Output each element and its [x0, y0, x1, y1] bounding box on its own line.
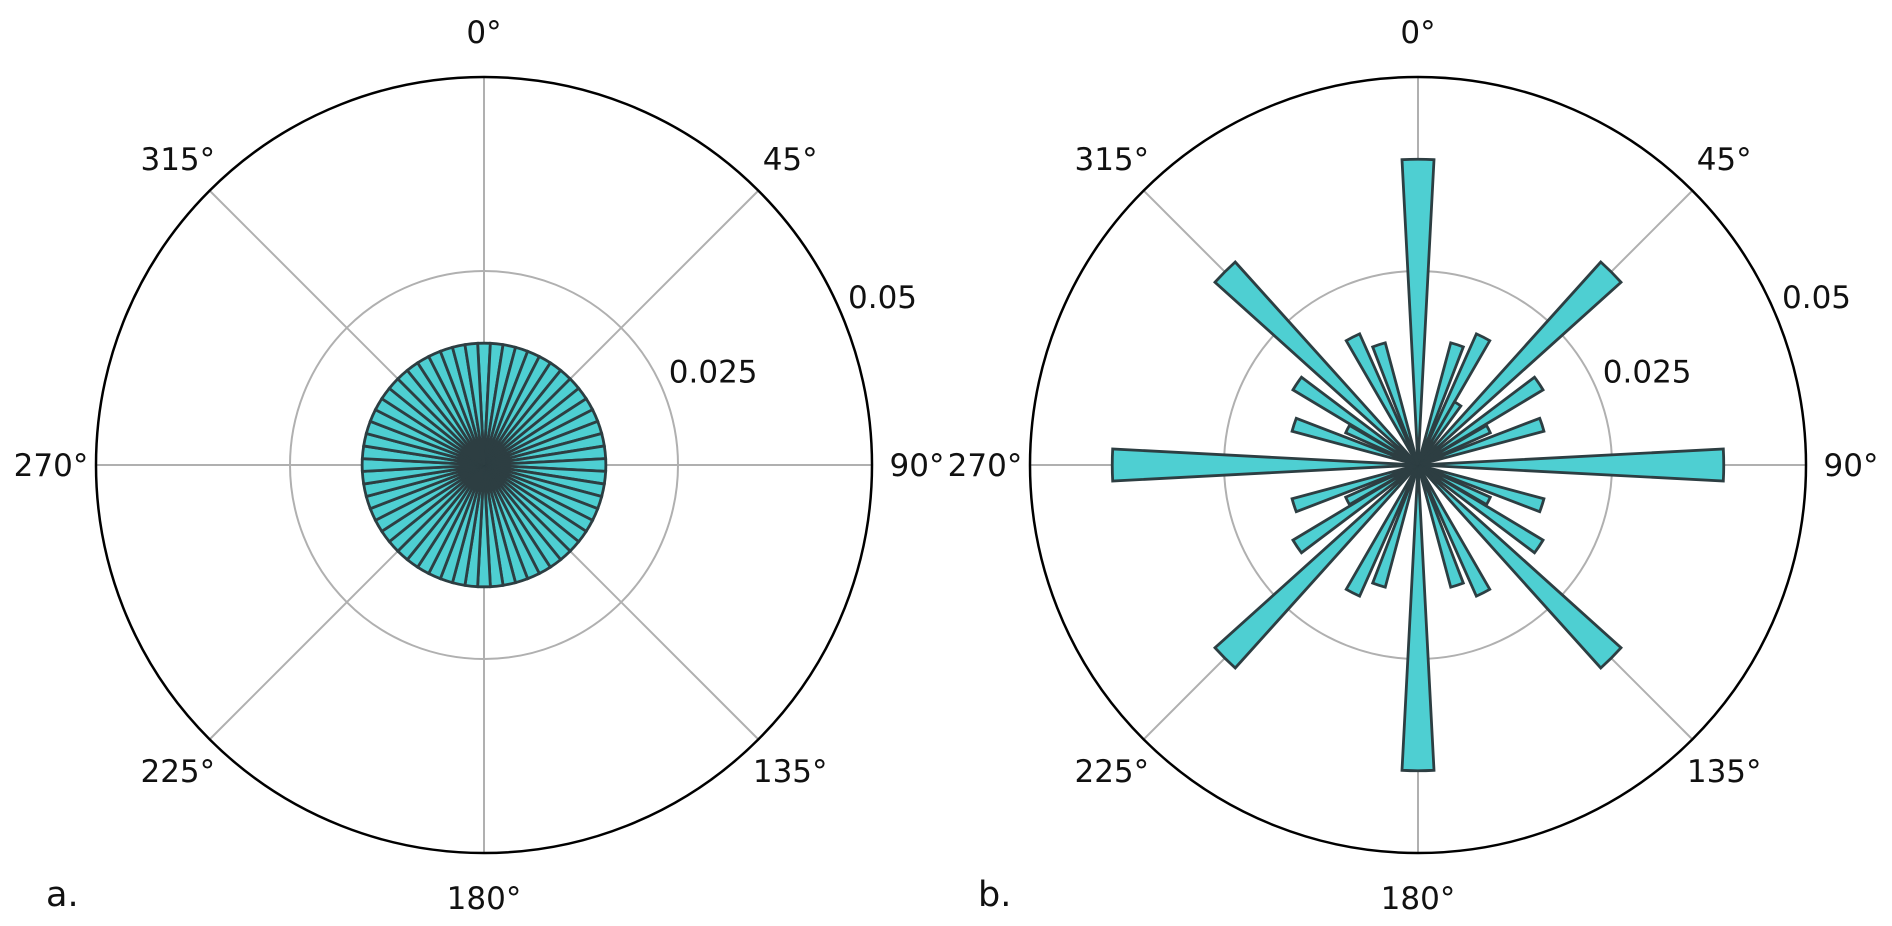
angle-tick-label: 45° — [763, 142, 818, 178]
bar — [1417, 416, 1546, 467]
bars — [360, 341, 608, 589]
radial-tick-label: 0.05 — [1782, 280, 1851, 316]
bar — [1344, 464, 1420, 598]
angle-tick-label: 315° — [1074, 142, 1149, 178]
bars — [1110, 157, 1726, 773]
bar — [1213, 463, 1420, 670]
angle-tick-label: 90° — [890, 448, 945, 484]
polar-chart-a: 0° 45° 90° 135° 180° 225° 270° 315° 0.025 0.05 a. — [14, 15, 945, 917]
bar — [1213, 260, 1420, 467]
bar — [1416, 464, 1466, 589]
angle-tick-label: 270° — [948, 448, 1023, 484]
angle-tick-label: 45° — [1697, 142, 1752, 178]
bar — [1290, 416, 1419, 467]
bar — [1416, 463, 1623, 670]
bar — [1416, 399, 1463, 466]
bar — [1417, 423, 1493, 467]
bar — [1416, 260, 1623, 467]
radial-tick-label: 0.025 — [1603, 354, 1692, 390]
bar — [1416, 464, 1492, 598]
bar — [1370, 464, 1420, 589]
bar — [1110, 447, 1419, 483]
bar — [1290, 463, 1419, 514]
bar — [1417, 375, 1545, 467]
bar — [1344, 332, 1420, 466]
angle-tick-label: 315° — [140, 142, 215, 178]
angle-tick-label: 135° — [753, 754, 828, 790]
angle-tick-label: 0° — [1400, 15, 1435, 51]
bar — [1416, 341, 1466, 466]
angle-tick-label: 225° — [1074, 754, 1149, 790]
bar — [1417, 463, 1546, 514]
bar — [1291, 463, 1419, 555]
bar — [1400, 157, 1436, 466]
bar — [1291, 375, 1419, 467]
bar — [1417, 447, 1726, 483]
angle-tick-label: 135° — [1687, 754, 1762, 790]
bar — [1343, 463, 1419, 507]
angle-tick-label: 0° — [466, 15, 501, 51]
bar — [1370, 341, 1420, 466]
angle-tick-label: 270° — [14, 448, 89, 484]
polar-chart-b: 0° 45° 90° 135° 180° 225° 270° 315° 0.025 0.05 b. — [948, 15, 1879, 917]
bar — [1400, 464, 1436, 773]
angle-tick-label: 225° — [140, 754, 215, 790]
polar-spine — [1028, 75, 1808, 855]
radial-tick-label: 0.05 — [848, 280, 917, 316]
bar — [463, 341, 486, 466]
angle-tick-label: 180° — [1381, 881, 1456, 917]
bar — [1417, 463, 1545, 555]
polar-spine — [94, 75, 874, 855]
angle-tick-label: 90° — [1824, 448, 1879, 484]
panel-label: a. — [46, 875, 79, 915]
radial-tick-label: 0.025 — [669, 354, 758, 390]
angle-tick-label: 180° — [447, 881, 522, 917]
panel-label: b. — [978, 875, 1011, 915]
